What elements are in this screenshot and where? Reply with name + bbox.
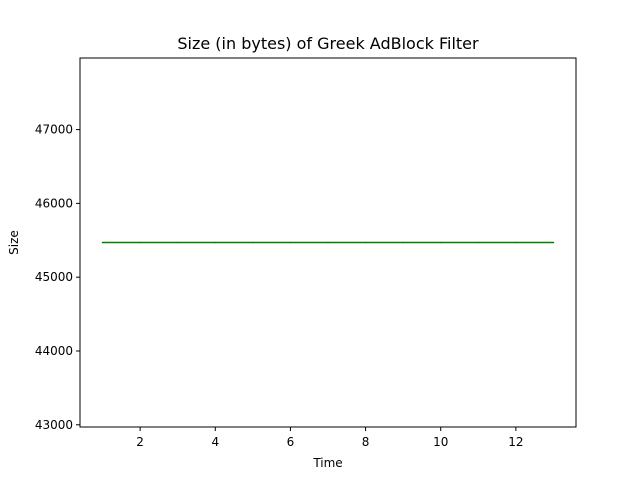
- data-point: [101, 241, 104, 244]
- y-tick-label: 46000: [35, 196, 73, 210]
- data-point: [289, 241, 292, 244]
- y-tick-label: 45000: [35, 270, 73, 284]
- data-point: [402, 241, 404, 244]
- data-point: [214, 241, 217, 244]
- x-tick-label: 6: [287, 435, 295, 449]
- x-tick-label: 12: [508, 435, 523, 449]
- y-tick-label: 47000: [35, 123, 73, 137]
- x-axis: 2 4 6 8 10 12: [136, 427, 524, 449]
- x-tick-label: 4: [211, 435, 219, 449]
- x-tick-label: 8: [362, 435, 370, 449]
- data-point: [364, 241, 367, 244]
- data-point: [552, 241, 555, 244]
- data-point: [439, 241, 442, 244]
- y-tick-label: 43000: [35, 418, 73, 432]
- chart-title: Size (in bytes) of Greek AdBlock Filter: [177, 34, 479, 53]
- x-axis-label: Time: [312, 456, 342, 470]
- data-point: [477, 241, 480, 244]
- data-point: [327, 241, 329, 244]
- y-axis-label: Size: [7, 230, 21, 255]
- data-point: [176, 241, 179, 244]
- data-point: [515, 241, 517, 244]
- plot-area: [101, 241, 555, 244]
- y-tick-label: 44000: [35, 344, 73, 358]
- x-tick-label: 10: [433, 435, 448, 449]
- plot-frame: [79, 57, 577, 428]
- data-point: [139, 241, 141, 244]
- y-axis: 43000 44000 45000 46000 47000: [35, 123, 80, 432]
- x-tick-label: 2: [136, 435, 144, 449]
- data-point: [252, 241, 254, 244]
